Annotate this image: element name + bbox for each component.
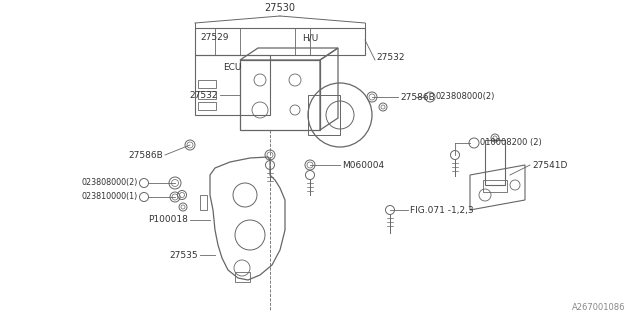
Text: ECU: ECU: [223, 62, 241, 71]
Text: 023808000(2): 023808000(2): [82, 179, 138, 188]
Bar: [308, 95, 340, 135]
Bar: [485, 140, 505, 185]
Text: 27535: 27535: [170, 251, 198, 260]
Text: 023810000(1): 023810000(1): [82, 193, 138, 202]
Text: 27586B: 27586B: [128, 150, 163, 159]
Text: 010008200 (2): 010008200 (2): [480, 139, 541, 148]
Text: H/U: H/U: [302, 34, 318, 43]
Text: FIG.071 -1,2,3: FIG.071 -1,2,3: [410, 205, 474, 214]
Bar: [198, 91, 216, 99]
Bar: [483, 180, 507, 192]
Text: 27586B: 27586B: [400, 92, 435, 101]
Text: 27530: 27530: [264, 3, 296, 13]
Bar: [198, 102, 216, 110]
Text: 27529: 27529: [201, 34, 229, 43]
Text: A267001086: A267001086: [572, 303, 625, 312]
Text: 27532: 27532: [189, 91, 218, 100]
Bar: [195, 28, 365, 55]
Text: P100018: P100018: [148, 215, 188, 225]
Bar: [195, 55, 270, 115]
Text: 023808000(2): 023808000(2): [436, 92, 495, 101]
Bar: [240, 60, 320, 130]
Text: 27532: 27532: [376, 53, 404, 62]
Bar: [235, 272, 250, 282]
Text: M060004: M060004: [342, 161, 384, 170]
Bar: [198, 80, 216, 88]
Text: 27541D: 27541D: [532, 161, 568, 170]
